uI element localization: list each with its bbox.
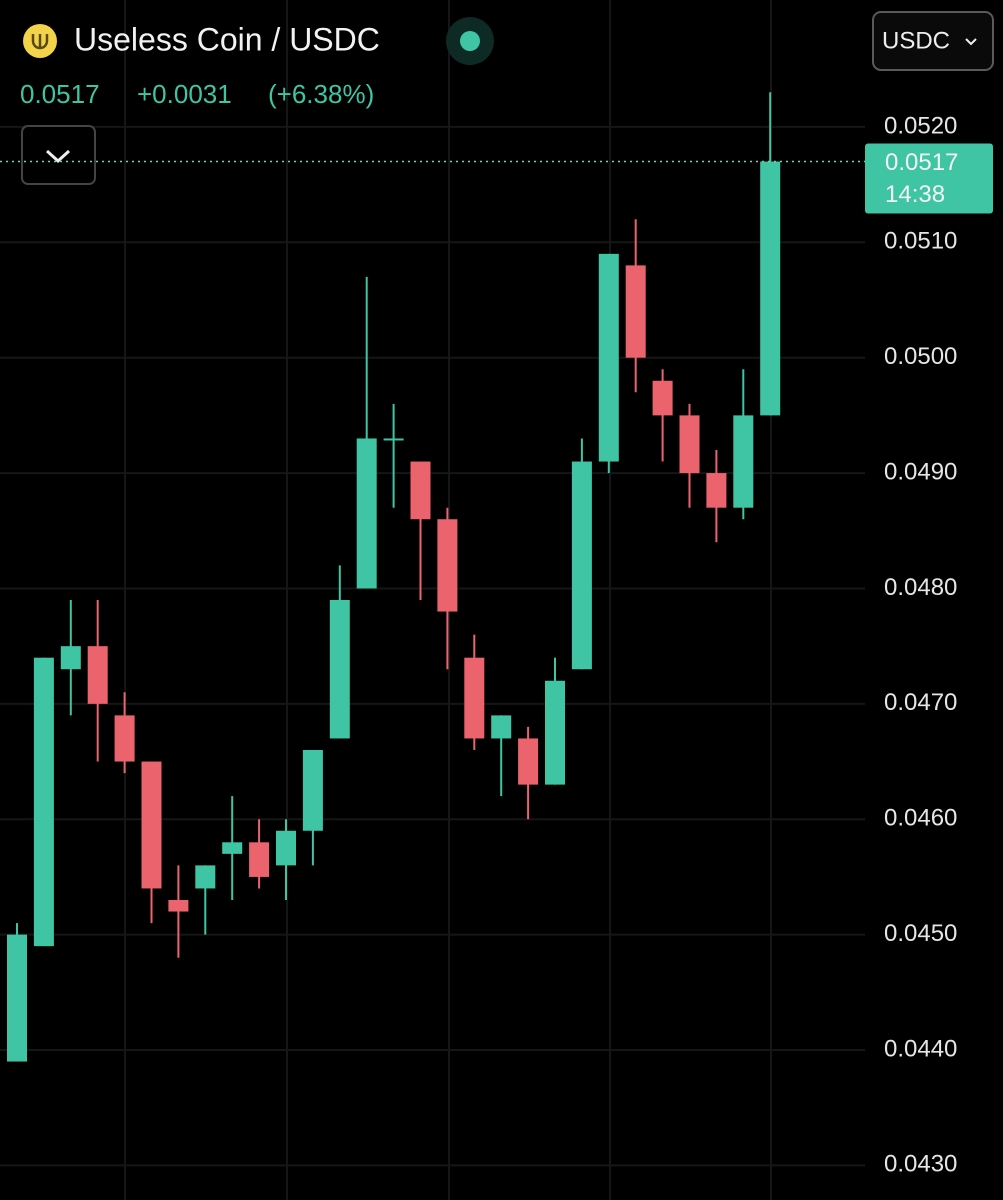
live-indicator — [460, 31, 480, 51]
candle-body — [571, 461, 592, 670]
y-tick-label: 0.0500 — [884, 343, 957, 370]
candle-body — [464, 657, 485, 739]
candle-body — [652, 380, 673, 416]
candle-body — [60, 646, 81, 670]
candle-body — [195, 865, 216, 889]
y-tick-label: 0.0490 — [884, 458, 957, 485]
candle-body — [625, 265, 646, 358]
y-tick-label: 0.0480 — [884, 574, 957, 601]
y-tick-label: 0.0460 — [884, 805, 957, 832]
candle-body — [7, 934, 27, 1062]
price-tag-countdown: 14:38 — [885, 181, 945, 208]
candle-body — [249, 842, 270, 877]
price-change-pct: (+6.38%) — [268, 79, 374, 109]
candle-body — [437, 519, 458, 612]
y-tick-label: 0.0450 — [884, 920, 957, 947]
candle-body — [222, 842, 243, 854]
y-tick-label: 0.0510 — [884, 228, 957, 255]
candle-body — [545, 680, 565, 785]
candle-body — [356, 438, 377, 589]
coin-glyph — [31, 34, 49, 50]
candle-body — [760, 161, 781, 416]
y-tick-label: 0.0470 — [884, 689, 957, 716]
candle-body — [168, 900, 189, 912]
candle-body — [87, 646, 108, 704]
candle-body — [598, 253, 619, 462]
collapse-button[interactable] — [21, 125, 96, 185]
candle-body — [114, 715, 135, 762]
price-tag-label: 0.0517 — [885, 149, 958, 176]
candle-body — [302, 750, 323, 831]
candle-body — [141, 761, 162, 889]
candle-body — [733, 415, 754, 508]
quote-selector-label: USDC — [882, 27, 950, 54]
candle-body — [276, 830, 296, 866]
header: Useless Coin / USDC 0.0517 +0.0031 (+6.3… — [20, 11, 994, 185]
pair-title: Useless Coin / USDC — [74, 21, 380, 57]
candle-body — [679, 415, 700, 474]
quote-selector[interactable] — [872, 11, 994, 71]
candle-body — [329, 600, 350, 739]
collapse-chevron — [45, 149, 71, 164]
last-price: 0.0517 — [20, 79, 100, 109]
plot — [7, 92, 781, 1062]
candle-body — [518, 738, 539, 785]
candle-body — [383, 438, 404, 441]
candle-body — [33, 657, 54, 947]
price-tag — [865, 143, 993, 214]
price-change: +0.0031 — [137, 79, 232, 109]
candle-body — [491, 715, 512, 739]
y-tick-label: 0.0430 — [884, 1151, 957, 1178]
candle-body — [706, 473, 727, 508]
quote-selector-chevron — [965, 38, 977, 46]
y-tick-label: 0.0520 — [884, 112, 957, 139]
candle-body — [410, 461, 431, 520]
y-tick-label: 0.0440 — [884, 1035, 957, 1062]
